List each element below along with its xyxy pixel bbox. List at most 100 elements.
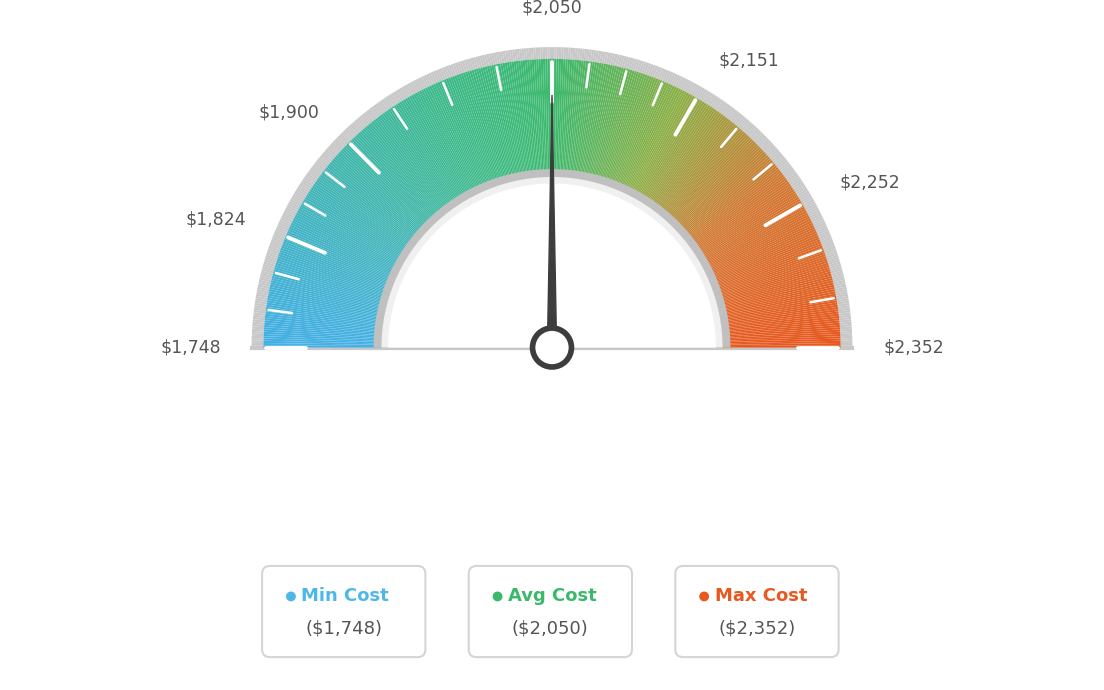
Wedge shape: [253, 322, 265, 325]
Wedge shape: [397, 89, 405, 100]
Wedge shape: [774, 156, 785, 166]
Wedge shape: [304, 177, 315, 186]
Wedge shape: [656, 124, 736, 221]
Wedge shape: [322, 152, 332, 162]
Wedge shape: [751, 130, 761, 140]
Wedge shape: [631, 95, 693, 204]
Wedge shape: [291, 221, 405, 277]
Wedge shape: [343, 130, 353, 140]
Wedge shape: [778, 161, 789, 170]
Wedge shape: [527, 60, 539, 184]
Wedge shape: [316, 159, 327, 169]
Wedge shape: [734, 115, 743, 125]
Wedge shape: [802, 197, 813, 204]
Wedge shape: [591, 67, 622, 188]
Wedge shape: [834, 282, 846, 287]
Wedge shape: [715, 323, 840, 335]
Wedge shape: [328, 164, 426, 244]
Wedge shape: [364, 112, 373, 122]
Wedge shape: [319, 176, 421, 251]
Wedge shape: [477, 56, 482, 68]
Wedge shape: [622, 56, 627, 68]
Wedge shape: [364, 126, 446, 223]
Text: $1,824: $1,824: [185, 211, 246, 229]
Wedge shape: [262, 268, 274, 273]
Wedge shape: [709, 265, 829, 302]
Wedge shape: [297, 186, 308, 195]
Wedge shape: [781, 164, 790, 172]
Wedge shape: [357, 117, 367, 128]
Wedge shape: [714, 99, 723, 110]
Wedge shape: [256, 293, 268, 298]
Wedge shape: [629, 92, 689, 204]
Wedge shape: [703, 237, 819, 286]
Wedge shape: [669, 72, 676, 84]
Wedge shape: [326, 167, 424, 246]
Wedge shape: [635, 98, 699, 206]
Wedge shape: [498, 63, 522, 186]
Wedge shape: [457, 62, 463, 74]
Wedge shape: [315, 161, 326, 170]
Wedge shape: [814, 219, 825, 227]
Wedge shape: [821, 239, 834, 246]
Wedge shape: [267, 296, 391, 319]
Wedge shape: [840, 333, 852, 336]
Wedge shape: [682, 172, 783, 249]
Wedge shape: [689, 189, 795, 259]
Wedge shape: [446, 66, 453, 77]
Wedge shape: [335, 139, 344, 148]
Wedge shape: [699, 219, 811, 275]
Wedge shape: [761, 140, 771, 150]
Wedge shape: [252, 345, 264, 348]
Wedge shape: [381, 99, 390, 110]
Wedge shape: [301, 203, 411, 266]
Wedge shape: [673, 153, 767, 238]
Wedge shape: [403, 99, 468, 207]
Wedge shape: [835, 286, 847, 291]
Wedge shape: [595, 50, 599, 63]
Wedge shape: [487, 66, 517, 188]
Wedge shape: [291, 197, 302, 204]
Wedge shape: [386, 110, 459, 213]
Wedge shape: [580, 48, 583, 61]
Wedge shape: [253, 315, 265, 318]
Wedge shape: [333, 140, 343, 150]
Wedge shape: [258, 284, 269, 289]
Wedge shape: [285, 209, 296, 217]
Wedge shape: [516, 61, 533, 185]
Wedge shape: [575, 48, 577, 60]
Wedge shape: [569, 61, 584, 184]
Wedge shape: [714, 300, 837, 322]
Wedge shape: [790, 179, 802, 187]
Wedge shape: [708, 258, 827, 298]
Wedge shape: [361, 130, 445, 224]
Wedge shape: [264, 323, 389, 335]
Wedge shape: [348, 126, 358, 136]
Wedge shape: [711, 276, 832, 308]
Wedge shape: [395, 104, 464, 210]
Wedge shape: [475, 57, 480, 68]
Wedge shape: [658, 68, 665, 80]
Wedge shape: [340, 133, 350, 144]
Wedge shape: [519, 49, 522, 61]
Wedge shape: [804, 201, 815, 208]
Wedge shape: [257, 289, 269, 293]
Wedge shape: [266, 304, 390, 324]
Wedge shape: [680, 167, 778, 246]
Wedge shape: [338, 135, 348, 145]
Wedge shape: [665, 71, 671, 83]
Wedge shape: [671, 150, 764, 236]
Wedge shape: [252, 331, 264, 334]
Wedge shape: [252, 333, 264, 336]
Wedge shape: [729, 110, 737, 121]
Wedge shape: [696, 206, 805, 268]
Wedge shape: [777, 159, 788, 169]
Wedge shape: [538, 48, 541, 59]
Wedge shape: [512, 50, 516, 61]
Wedge shape: [480, 68, 512, 188]
Wedge shape: [277, 258, 396, 298]
Wedge shape: [437, 69, 444, 81]
Wedge shape: [686, 81, 692, 92]
Wedge shape: [840, 345, 852, 348]
Wedge shape: [407, 83, 415, 95]
